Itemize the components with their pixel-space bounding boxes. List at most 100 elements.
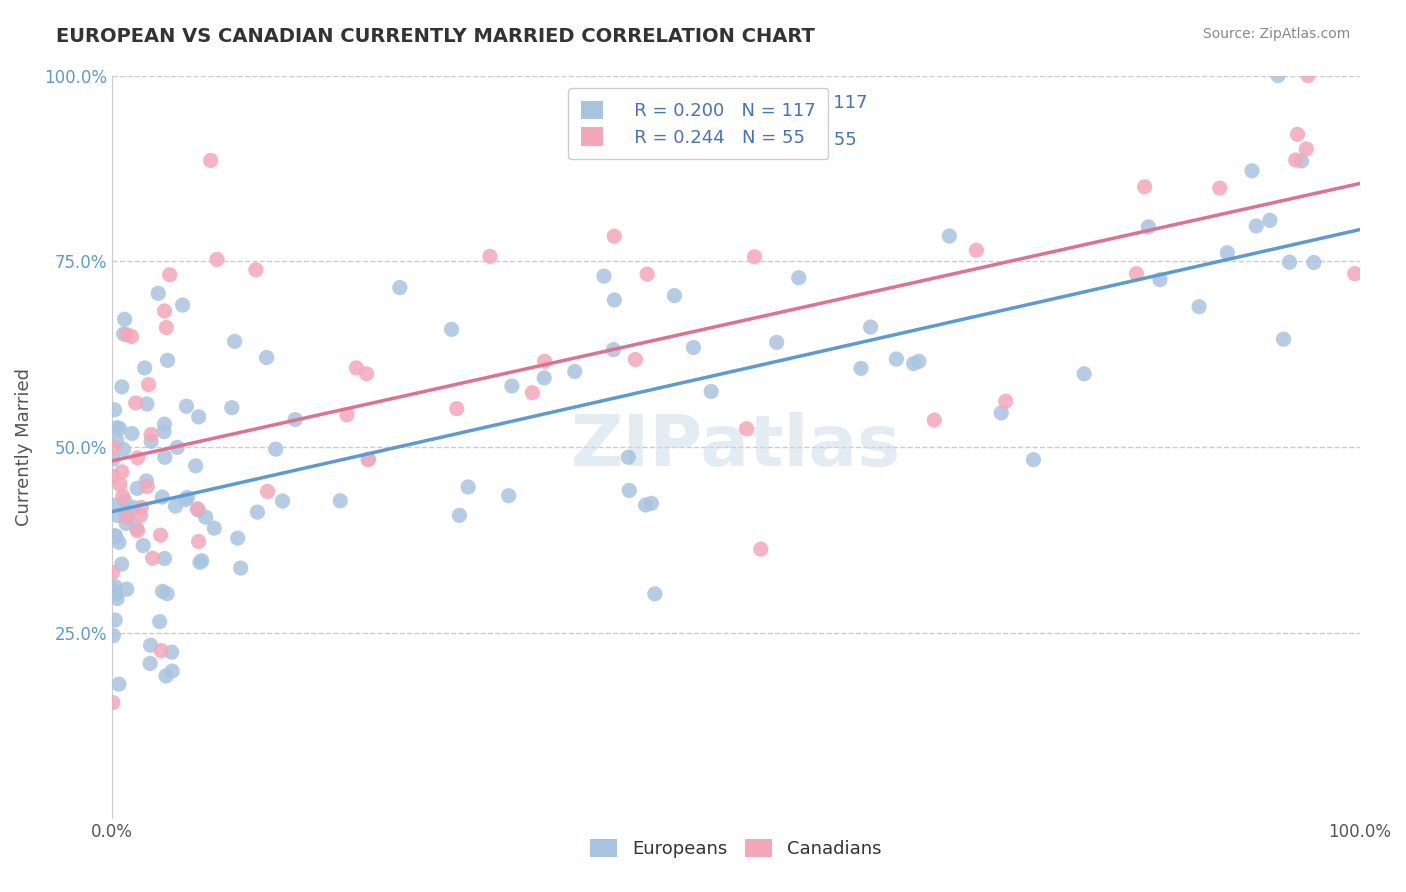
Canadians (136, 479, 159, 493)
Canadians (336, 408, 359, 422)
Europeans (166, 441, 188, 455)
Canadians (205, 252, 228, 267)
Europeans (184, 458, 207, 473)
Canadians (142, 551, 165, 566)
Europeans (121, 426, 143, 441)
Europeans (191, 554, 214, 568)
Canadians (446, 401, 468, 416)
Canadians (357, 452, 380, 467)
Europeans (357, 452, 380, 467)
Europeans (1302, 255, 1324, 269)
Europeans (155, 669, 177, 683)
Europeans (114, 312, 136, 326)
Canadians (522, 385, 544, 400)
Europeans (112, 442, 135, 457)
Europeans (284, 412, 307, 426)
Europeans (103, 452, 125, 467)
Europeans (938, 229, 960, 244)
Europeans (108, 535, 131, 549)
Europeans (640, 496, 662, 510)
Europeans (174, 492, 197, 507)
Canadians (245, 262, 267, 277)
Europeans (1216, 245, 1239, 260)
Europeans (122, 500, 145, 515)
Canadians (200, 153, 222, 168)
Europeans (1149, 273, 1171, 287)
Canadians (1344, 267, 1367, 281)
Canadians (141, 427, 163, 442)
Europeans (148, 286, 170, 301)
Text: R = 0.200   N = 117: R = 0.200 N = 117 (686, 94, 868, 112)
Canadians (155, 320, 177, 334)
Europeans (457, 480, 479, 494)
Europeans (1272, 332, 1295, 346)
Europeans (1073, 367, 1095, 381)
Europeans (329, 493, 352, 508)
Europeans (202, 521, 225, 535)
Europeans (990, 406, 1012, 420)
Europeans (135, 397, 157, 411)
Canadians (1296, 69, 1319, 83)
Europeans (849, 361, 872, 376)
Canadians (1125, 267, 1147, 281)
Europeans (644, 587, 666, 601)
Europeans (160, 664, 183, 678)
Europeans (104, 528, 127, 542)
Europeans (187, 409, 209, 424)
Canadians (131, 500, 153, 515)
Text: EUROPEAN VS CANADIAN CURRENTLY MARRIED CORRELATION CHART: EUROPEAN VS CANADIAN CURRENTLY MARRIED C… (56, 27, 815, 45)
Europeans (187, 503, 209, 517)
Europeans (388, 280, 411, 294)
Europeans (859, 320, 882, 334)
Europeans (105, 591, 128, 606)
Europeans (114, 505, 136, 519)
Canadians (150, 643, 173, 657)
Europeans (111, 380, 134, 394)
Europeans (139, 638, 162, 652)
Legend:    R = 0.200   N = 117,    R = 0.244   N = 55: R = 0.200 N = 117, R = 0.244 N = 55 (568, 88, 828, 160)
Canadians (478, 249, 501, 263)
Canadians (1133, 179, 1156, 194)
Canadians (1208, 181, 1230, 195)
Canadians (186, 501, 208, 516)
Europeans (1022, 452, 1045, 467)
Canadians (636, 267, 658, 281)
Europeans (1267, 69, 1289, 83)
Europeans (117, 510, 139, 524)
Europeans (104, 587, 127, 601)
Europeans (188, 555, 211, 569)
Europeans (105, 420, 128, 434)
Europeans (264, 442, 287, 456)
Europeans (153, 425, 176, 439)
Europeans (172, 298, 194, 312)
Canadians (1285, 153, 1308, 167)
Canadians (749, 542, 772, 557)
Europeans (112, 326, 135, 341)
Europeans (501, 379, 523, 393)
Europeans (156, 353, 179, 368)
Europeans (1258, 213, 1281, 227)
Europeans (634, 498, 657, 512)
Canadians (256, 484, 278, 499)
Europeans (176, 399, 198, 413)
Europeans (224, 334, 246, 349)
Europeans (1291, 153, 1313, 168)
Canadians (924, 413, 946, 427)
Europeans (108, 421, 131, 435)
Europeans (246, 505, 269, 519)
Europeans (271, 494, 294, 508)
Europeans (149, 615, 172, 629)
Europeans (682, 341, 704, 355)
Europeans (108, 677, 131, 691)
Europeans (903, 357, 925, 371)
Europeans (127, 481, 149, 495)
Europeans (115, 582, 138, 597)
Canadians (159, 268, 181, 282)
Y-axis label: Currently Married: Currently Married (15, 368, 32, 526)
Europeans (787, 270, 810, 285)
Canadians (187, 534, 209, 549)
Canadians (744, 250, 766, 264)
Europeans (449, 508, 471, 523)
Europeans (139, 657, 162, 671)
Europeans (134, 360, 156, 375)
